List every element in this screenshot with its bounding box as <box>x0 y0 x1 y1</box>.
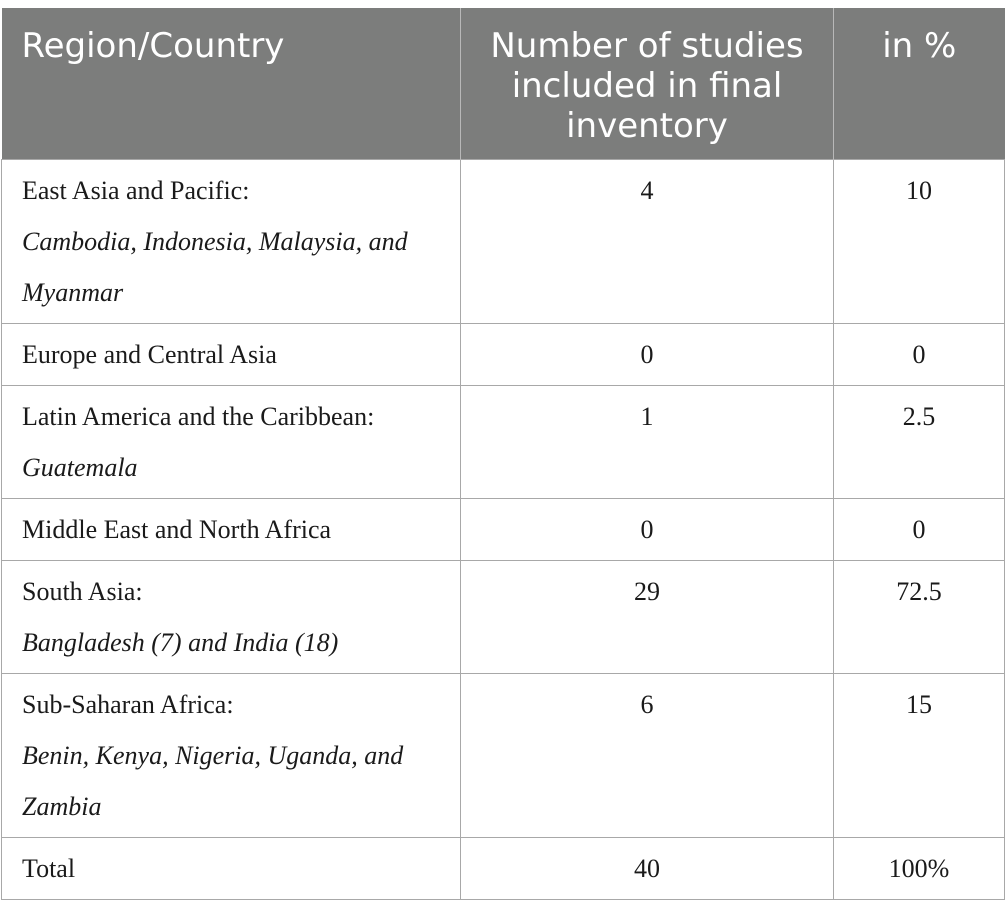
region-cell: East Asia and Pacific: Cambodia, Indones… <box>1 159 461 324</box>
total-label-cell: Total <box>1 837 461 900</box>
region-cell: Middle East and North Africa <box>1 498 461 561</box>
region-countries: Guatemala <box>22 453 138 482</box>
region-name: East Asia and Pacific: <box>22 176 250 205</box>
studies-count: 6 <box>460 673 834 838</box>
table-row: East Asia and Pacific: Cambodia, Indones… <box>1 159 1005 324</box>
studies-percent: 72.5 <box>833 560 1005 674</box>
region-countries: Cambodia, Indonesia, Malaysia, and Myanm… <box>22 227 408 307</box>
total-row: Total 40 100% <box>1 837 1005 900</box>
region-cell: Europe and Central Asia <box>1 323 461 386</box>
studies-count: 29 <box>460 560 834 674</box>
region-cell: Sub-Saharan Africa: Benin, Kenya, Nigeri… <box>1 673 461 838</box>
table-row: Middle East and North Africa 0 0 <box>1 498 1005 561</box>
studies-count: 4 <box>460 159 834 324</box>
region-name: Europe and Central Asia <box>22 340 277 369</box>
total-label: Total <box>22 854 76 883</box>
header-region: Region/Country <box>1 8 461 160</box>
region-name: Latin America and the Caribbean: <box>22 402 375 431</box>
table-row: Sub-Saharan Africa: Benin, Kenya, Nigeri… <box>1 673 1005 838</box>
region-name: Middle East and North Africa <box>22 515 332 544</box>
studies-percent: 0 <box>833 498 1005 561</box>
table-row: Europe and Central Asia 0 0 <box>1 323 1005 386</box>
region-name: Sub-Saharan Africa: <box>22 690 234 719</box>
region-name: South Asia: <box>22 577 143 606</box>
region-cell: Latin America and the Caribbean: Guatema… <box>1 385 461 499</box>
studies-percent: 15 <box>833 673 1005 838</box>
header-row: Region/Country Number of studies include… <box>1 8 1005 160</box>
studies-count: 0 <box>460 323 834 386</box>
total-studies-count: 40 <box>460 837 834 900</box>
total-studies-percent: 100% <box>833 837 1005 900</box>
table-row: South Asia: Bangladesh (7) and India (18… <box>1 560 1005 674</box>
table-body: East Asia and Pacific: Cambodia, Indones… <box>1 159 1005 900</box>
table-row: Latin America and the Caribbean: Guatema… <box>1 385 1005 499</box>
studies-count: 1 <box>460 385 834 499</box>
studies-percent: 0 <box>833 323 1005 386</box>
table-header: Region/Country Number of studies include… <box>1 8 1005 160</box>
studies-count: 0 <box>460 498 834 561</box>
studies-percent: 10 <box>833 159 1005 324</box>
region-countries: Benin, Kenya, Nigeria, Uganda, and Zambi… <box>22 741 404 821</box>
studies-by-region-table: Region/Country Number of studies include… <box>1 8 1005 900</box>
header-studies: Number of studies included in final inve… <box>460 8 834 160</box>
region-cell: South Asia: Bangladesh (7) and India (18… <box>1 560 461 674</box>
header-percent: in % <box>833 8 1005 160</box>
region-countries: Bangladesh (7) and India (18) <box>22 628 339 657</box>
studies-percent: 2.5 <box>833 385 1005 499</box>
